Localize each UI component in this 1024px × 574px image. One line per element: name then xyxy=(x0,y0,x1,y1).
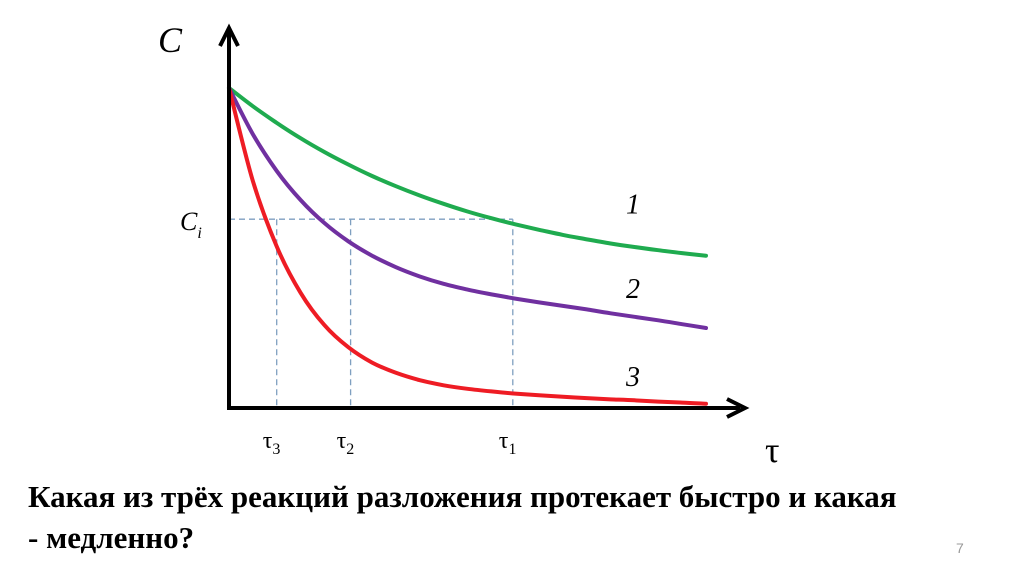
curve-labels: 1 2 3 xyxy=(625,190,640,393)
tau-symbol: τ xyxy=(499,428,509,454)
tau-symbol: τ xyxy=(337,428,347,454)
y-axis-arrow xyxy=(218,23,240,47)
y-axis-label: C xyxy=(158,20,183,60)
guide-lines xyxy=(229,218,514,408)
curves xyxy=(227,86,708,406)
curve-label-2: 2 xyxy=(626,274,640,305)
tau-subscript: 3 xyxy=(272,441,280,458)
tau-label-3: τ3 xyxy=(263,428,281,458)
page-number: 7 xyxy=(956,540,964,556)
tau-subscript: 2 xyxy=(346,441,354,458)
curve-2 xyxy=(227,86,708,330)
curve-label-3: 3 xyxy=(625,362,640,393)
tau-symbol: τ xyxy=(263,428,273,454)
x-axis-label: τ xyxy=(765,430,779,470)
tick-labels: τ3 τ2 τ1 xyxy=(263,428,517,458)
curve-label-1: 1 xyxy=(626,190,640,221)
curve-1 xyxy=(227,86,708,258)
ci-label-sub: i xyxy=(197,225,201,242)
axes xyxy=(218,23,750,419)
ci-label: Ci xyxy=(180,207,202,242)
tau-label-1: τ1 xyxy=(499,428,517,458)
tau-label-2: τ2 xyxy=(337,428,355,458)
question-text: Какая из трёх реакций разложения протека… xyxy=(28,479,897,555)
x-axis-arrow xyxy=(726,397,750,419)
ci-label-main: C xyxy=(180,207,198,236)
tau-subscript: 1 xyxy=(508,441,516,458)
curve-3 xyxy=(227,86,708,406)
